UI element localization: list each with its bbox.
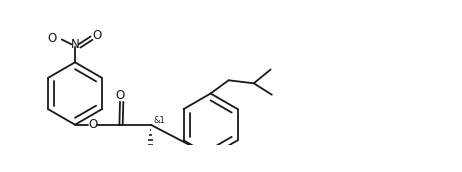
Text: O: O — [88, 118, 97, 131]
Text: &1: &1 — [153, 116, 165, 125]
Text: O: O — [48, 32, 57, 45]
Text: O: O — [92, 29, 101, 42]
Text: N: N — [71, 37, 79, 51]
Text: O: O — [116, 89, 125, 102]
